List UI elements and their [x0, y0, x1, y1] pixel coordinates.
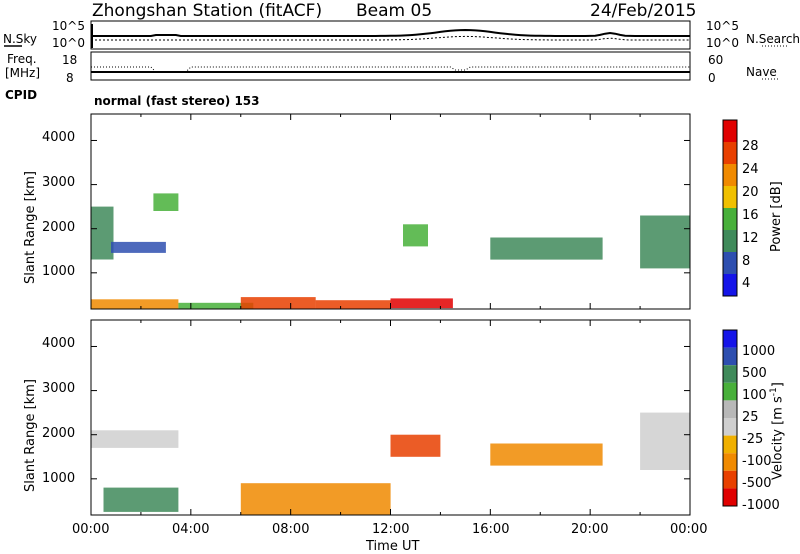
power-cbar-cell-0	[723, 274, 737, 296]
vel-cbar-tick-500: 500	[742, 366, 767, 381]
cpid-text: normal (fast stereo) 153	[94, 94, 260, 108]
power-cbar-cell-2	[723, 230, 737, 252]
power-cbar-cell-1	[723, 252, 737, 274]
power-region-8	[403, 224, 428, 247]
velocity-cbar-cell-2	[723, 365, 737, 383]
xtick-5: 20:00	[571, 522, 609, 537]
nave-tick-top: 60	[708, 53, 724, 67]
xtick-6: 00:00	[670, 522, 708, 537]
velocity-ytick-1000: 1000	[42, 471, 76, 486]
power-cbar-label: Power [dB]	[769, 181, 784, 252]
power-ytick-3000: 3000	[42, 175, 76, 190]
velocity-panel-bg	[91, 320, 690, 515]
velocity-ytick-4000: 4000	[42, 336, 76, 351]
power-cbar-tick-20: 20	[742, 185, 759, 200]
noise-sky-line	[91, 28, 690, 37]
xtick-0: 00:00	[72, 522, 110, 537]
beam-label: Beam 05	[356, 1, 433, 21]
xtick-1: 04:00	[172, 522, 210, 537]
velocity-region-0	[91, 430, 179, 448]
power-cbar-cell-7	[723, 120, 737, 142]
velocity-cbar-cell-7	[723, 453, 737, 471]
freq-unit-label: [MHz]	[5, 66, 41, 80]
xtick-4: 16:00	[472, 522, 510, 537]
vel-cbar-tick-m25: -25	[742, 432, 764, 447]
power-region-4	[178, 302, 254, 309]
power-ytick-2000: 2000	[42, 220, 76, 235]
vel-cbar-tick-1000: 1000	[742, 344, 776, 359]
power-ytick-4000: 4000	[42, 130, 76, 145]
freq-tick-top: 18	[62, 53, 78, 67]
velocity-region-2	[240, 483, 391, 515]
noise-left-tick-top: 10^5	[52, 19, 85, 33]
power-cbar-cell-6	[723, 142, 737, 164]
power-region-10	[640, 215, 690, 269]
xtick-3: 12:00	[372, 522, 410, 537]
power-region-0	[91, 206, 114, 260]
power-cbar-tick-28: 28	[742, 139, 759, 154]
velocity-cbar-cell-1	[723, 347, 737, 366]
velocity-cbar-cell-8	[723, 470, 737, 489]
velocity-region-1	[103, 487, 179, 512]
velocity-region-4	[490, 443, 603, 466]
power-cbar-cell-5	[723, 164, 737, 186]
velocity-cbar-cell-4	[723, 400, 737, 418]
noise-sky-label: N.Sky	[3, 32, 38, 46]
power-cbar-cell-4	[723, 186, 737, 208]
power-region-5	[240, 297, 316, 309]
power-ytick-1000: 1000	[42, 264, 76, 279]
power-region-2	[111, 241, 166, 253]
velocity-region-3	[390, 434, 441, 457]
velocity-ytick-2000: 2000	[42, 426, 76, 441]
date-label: 24/Feb/2015	[590, 1, 697, 21]
nave-tick-bottom: 0	[708, 71, 716, 85]
vel-cbar-tick-m100: -100	[742, 454, 772, 469]
cpid-label: CPID	[5, 88, 38, 102]
power-cbar-tick-24: 24	[742, 162, 759, 177]
power-cbar-tick-4: 4	[742, 276, 751, 291]
velocity-cbar-cell-9	[723, 488, 737, 506]
power-region-3	[153, 193, 179, 211]
velocity-region-5	[640, 412, 690, 470]
noise-right-tick-bottom: 10^0	[706, 36, 739, 50]
vel-cbar-tick-m1000: -1000	[742, 498, 780, 513]
power-cbar-tick-8: 8	[742, 254, 751, 269]
power-colorbar-frame	[722, 119, 738, 297]
velocity-cbar-cell-6	[723, 435, 737, 454]
power-cbar-tick-16: 16	[742, 208, 759, 223]
velocity-ytick-3000: 3000	[42, 381, 76, 396]
vel-cbar-tick-100: 100	[742, 388, 767, 403]
nave-label: Nave	[746, 65, 777, 79]
power-region-1	[91, 299, 179, 309]
velocity-cbar-cell-3	[723, 382, 737, 401]
nave-line	[91, 66, 690, 73]
velocity-cbar-label: Velocity [m s-1]	[769, 382, 786, 480]
power-panel-bg	[91, 114, 690, 309]
power-region-7	[390, 298, 453, 309]
power-cbar-cell-3	[723, 208, 737, 230]
velocity-cbar-cell-0	[723, 330, 737, 348]
power-cbar-tick-12: 12	[742, 231, 759, 246]
freq-tick-bottom: 8	[66, 71, 74, 85]
noise-left-tick-bottom: 10^0	[52, 36, 85, 50]
power-ylabel: Slant Range [km]	[23, 171, 38, 284]
vel-cbar-tick-m500: -500	[742, 476, 772, 491]
power-region-9	[490, 237, 603, 260]
freq-panel-frame	[90, 51, 691, 81]
station-title: Zhongshan Station (fitACF)	[92, 1, 323, 21]
vel-cbar-tick-25: 25	[742, 410, 759, 425]
noise-search-label: N.Search	[746, 32, 800, 46]
freq-label: Freq.	[7, 52, 37, 66]
velocity-cbar-cell-5	[723, 418, 737, 436]
power-region-6	[315, 300, 391, 309]
xtick-2: 08:00	[272, 522, 310, 537]
velocity-ylabel: Slant Range [km]	[23, 379, 38, 492]
velocity-colorbar-frame	[722, 329, 738, 507]
noise-right-tick-top: 10^5	[706, 19, 739, 33]
x-axis-label: Time UT	[366, 539, 420, 554]
